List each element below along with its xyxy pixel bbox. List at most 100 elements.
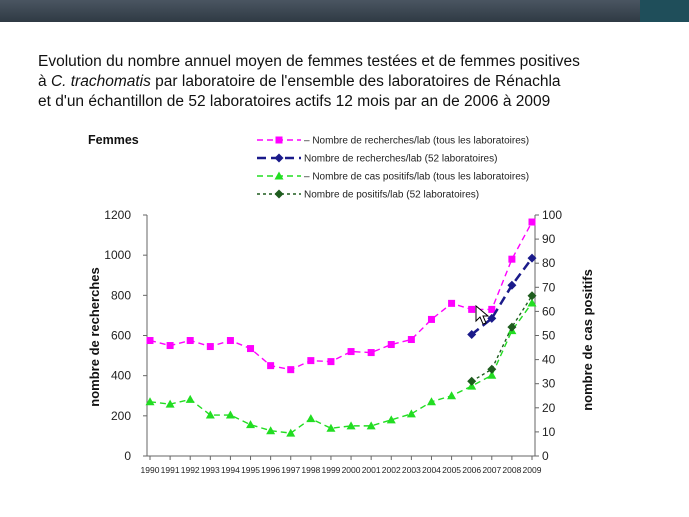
y-right-tick-label: 80	[542, 256, 556, 270]
data-point	[387, 341, 395, 349]
data-point	[487, 364, 497, 374]
data-point	[507, 280, 517, 290]
series-1	[146, 218, 536, 374]
y-axis-right-label: nombre de cas positifs	[580, 269, 595, 411]
data-point	[346, 421, 356, 430]
series-line	[149, 302, 533, 434]
data-point	[185, 394, 195, 403]
chart-title: Femmes	[88, 133, 139, 147]
mouse-cursor-icon	[475, 304, 490, 325]
y-right-tick-label: 30	[542, 377, 556, 391]
legend-label: – Nombre de recherches/lab (tous les lab…	[304, 136, 529, 147]
data-point	[267, 362, 275, 370]
legend-item-4: Nombre de positifs/lab (52 laboratoires)	[257, 189, 479, 201]
title-line-2-species: C. trachomatis	[50, 73, 151, 90]
data-point	[407, 336, 415, 344]
data-point	[274, 171, 284, 180]
y-right-tick-label: 100	[542, 208, 562, 222]
slide-title-line-3: et d'un échantillon de 52 laboratoires a…	[38, 93, 551, 110]
slide-title: Evolution du nombre annuel moyen de femm…	[38, 52, 678, 112]
data-point	[448, 299, 456, 307]
y-left-tick-label: 800	[111, 288, 131, 302]
legend-item-2: Nombre de recherches/lab (52 laboratoire…	[257, 153, 497, 165]
data-point	[527, 291, 537, 301]
data-point	[347, 348, 355, 356]
x-tick-label: 2004	[422, 465, 441, 475]
data-point	[386, 415, 396, 424]
x-tick-label: 1995	[241, 465, 260, 475]
chart-series	[145, 218, 537, 437]
x-tick-label: 2001	[362, 465, 381, 475]
series-4	[467, 291, 537, 386]
x-tick-label: 1996	[261, 465, 280, 475]
y-right-tick-label: 10	[542, 425, 556, 439]
y-left-tick-label: 0	[124, 449, 131, 463]
data-point	[266, 426, 276, 435]
data-point	[275, 136, 283, 144]
data-point	[427, 315, 435, 323]
y-right-tick-label: 40	[542, 353, 556, 367]
series-3	[145, 298, 537, 437]
y-right-tick-label: 20	[542, 401, 556, 415]
title-line-2-prefix: à	[38, 73, 51, 90]
y-right-tick-label: 70	[542, 280, 556, 294]
x-tick-label: 2008	[502, 465, 521, 475]
data-point	[274, 153, 284, 163]
data-point	[246, 420, 256, 429]
data-point	[226, 337, 234, 345]
y-left-tick-label: 400	[111, 369, 131, 383]
series-line	[471, 295, 533, 382]
y-axis-left-label: nombre de recherches	[87, 267, 102, 406]
data-point	[426, 397, 436, 406]
x-tick-label: 1998	[301, 465, 320, 475]
data-point	[528, 218, 536, 226]
x-tick-label: 2002	[382, 465, 401, 475]
x-tick-label: 2000	[342, 465, 361, 475]
data-point	[326, 423, 336, 432]
data-point	[165, 399, 175, 408]
y-right-tick-label: 50	[542, 329, 556, 343]
y-left-tick-label: 600	[111, 329, 131, 343]
data-point	[467, 329, 477, 339]
series-line	[470, 257, 534, 336]
data-point	[527, 253, 537, 263]
y-left-tick-label: 200	[111, 409, 131, 423]
data-point	[286, 428, 296, 437]
x-tick-label: 2009	[523, 465, 542, 475]
slide-title-line-1: Evolution du nombre annuel moyen de femm…	[38, 53, 580, 70]
right-axis-ticks: 0 10 20 30 40 50 60 70 80 90 100	[535, 208, 562, 463]
data-point	[247, 345, 255, 353]
data-point	[205, 410, 215, 419]
x-tick-label: 2007	[482, 465, 501, 475]
x-tick-label: 1999	[321, 465, 340, 475]
data-point	[487, 313, 497, 323]
left-axis-ticks: 0 200 400 600 800 1000 1200	[104, 208, 147, 463]
data-point	[508, 255, 516, 263]
data-point	[467, 376, 477, 386]
slide-title-line-2: à C. trachomatis par laboratoire de l'en…	[38, 72, 678, 92]
x-tick-label: 1990	[141, 465, 160, 475]
data-point	[206, 343, 214, 351]
data-point	[274, 189, 284, 199]
data-point	[327, 358, 335, 366]
y-left-tick-label: 1000	[104, 248, 131, 262]
data-point	[306, 414, 316, 423]
data-point	[527, 298, 537, 307]
y-right-tick-label: 0	[542, 449, 549, 463]
chart-axes	[146, 215, 536, 457]
x-tick-label: 1992	[181, 465, 200, 475]
y-right-tick-label: 60	[542, 304, 556, 318]
legend-label: Nombre de recherches/lab (52 laboratoire…	[304, 154, 497, 165]
x-tick-label: 1991	[161, 465, 180, 475]
x-tick-label: 1993	[201, 465, 220, 475]
data-point	[487, 370, 497, 379]
data-point	[406, 409, 416, 418]
data-point	[146, 337, 154, 345]
x-tick-label: 2003	[402, 465, 421, 475]
x-tick-label: 1994	[221, 465, 240, 475]
data-point	[488, 305, 496, 313]
y-left-tick-label: 1200	[104, 208, 131, 222]
legend-item-1: – Nombre de recherches/lab (tous les lab…	[257, 136, 529, 147]
data-point	[287, 366, 295, 374]
data-point	[447, 391, 457, 400]
